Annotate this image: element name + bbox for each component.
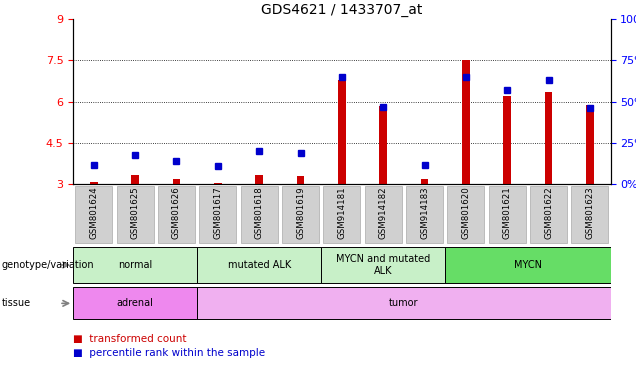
Text: GSM914182: GSM914182 [378, 186, 388, 239]
FancyBboxPatch shape [364, 185, 402, 243]
FancyBboxPatch shape [571, 185, 609, 243]
FancyBboxPatch shape [488, 185, 526, 243]
FancyBboxPatch shape [199, 185, 237, 243]
FancyBboxPatch shape [406, 185, 443, 243]
Text: GSM801622: GSM801622 [544, 186, 553, 239]
Bar [214, 183, 221, 184]
FancyBboxPatch shape [197, 288, 611, 319]
Title: GDS4621 / 1433707_at: GDS4621 / 1433707_at [261, 3, 422, 17]
Text: GSM801623: GSM801623 [585, 186, 595, 239]
Text: GSM801617: GSM801617 [213, 186, 223, 239]
Bar [462, 61, 469, 184]
FancyBboxPatch shape [321, 247, 445, 283]
Bar [421, 179, 428, 184]
FancyBboxPatch shape [447, 185, 485, 243]
Bar [586, 104, 593, 184]
FancyBboxPatch shape [158, 185, 195, 243]
Text: MYCN and mutated
ALK: MYCN and mutated ALK [336, 254, 431, 276]
FancyBboxPatch shape [445, 247, 611, 283]
Text: GSM801620: GSM801620 [461, 186, 471, 239]
FancyBboxPatch shape [197, 247, 321, 283]
Bar [256, 175, 263, 184]
FancyBboxPatch shape [73, 247, 197, 283]
FancyBboxPatch shape [282, 185, 319, 243]
Bar [90, 182, 97, 184]
Bar [132, 175, 139, 184]
Text: genotype/variation: genotype/variation [1, 260, 94, 270]
Text: ■  transformed count: ■ transformed count [73, 334, 186, 344]
Bar [504, 96, 511, 184]
FancyBboxPatch shape [240, 185, 278, 243]
Text: normal: normal [118, 260, 152, 270]
Text: GSM801625: GSM801625 [130, 186, 140, 239]
Text: GSM801626: GSM801626 [172, 186, 181, 239]
Bar [380, 106, 387, 184]
FancyBboxPatch shape [73, 288, 197, 319]
Text: mutated ALK: mutated ALK [228, 260, 291, 270]
FancyBboxPatch shape [116, 185, 154, 243]
Text: ■  percentile rank within the sample: ■ percentile rank within the sample [73, 348, 265, 358]
Bar [297, 176, 304, 184]
Text: adrenal: adrenal [117, 298, 153, 308]
Text: GSM801621: GSM801621 [502, 186, 512, 239]
FancyBboxPatch shape [323, 185, 361, 243]
Bar [173, 179, 180, 184]
Text: MYCN: MYCN [514, 260, 542, 270]
FancyBboxPatch shape [530, 185, 567, 243]
Text: GSM801618: GSM801618 [254, 186, 264, 239]
FancyBboxPatch shape [75, 185, 113, 243]
Bar [545, 92, 552, 184]
Text: GSM801619: GSM801619 [296, 186, 305, 239]
Text: tissue: tissue [1, 298, 31, 308]
Text: tumor: tumor [389, 298, 418, 308]
Text: GSM914181: GSM914181 [337, 186, 347, 239]
Bar [338, 80, 345, 184]
Text: GSM801624: GSM801624 [89, 186, 99, 239]
Text: GSM914183: GSM914183 [420, 186, 429, 239]
